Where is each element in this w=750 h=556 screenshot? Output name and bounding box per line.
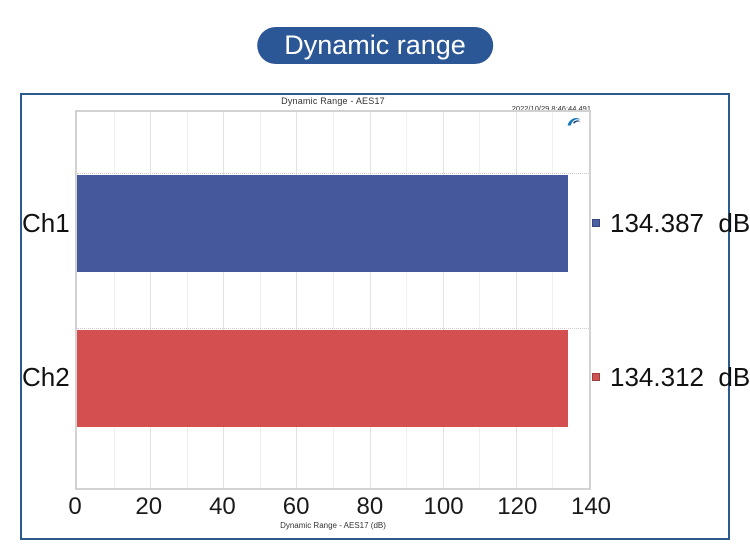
x-tick-label: 20	[135, 493, 163, 520]
gridline	[515, 112, 517, 488]
value-label-ch1: 134.387 dB	[610, 208, 750, 238]
gridline	[552, 112, 554, 488]
chart-frame: Dynamic Range - AES17 2022/10/29 8:46:44…	[20, 93, 750, 540]
timestamp: 2022/10/29 8:46:44.491	[75, 98, 591, 116]
bar-ch2	[77, 330, 569, 427]
category-label-ch2: Ch2	[22, 362, 70, 392]
x-tick-label: 0	[68, 493, 82, 520]
x-tick-label: 80	[356, 493, 384, 520]
value-label-ch2: 134.312 dB	[610, 362, 750, 392]
x-tick-label: 120	[497, 493, 538, 520]
bar-ch1	[77, 175, 569, 272]
gridline	[296, 112, 298, 488]
series-marker-ch2	[592, 373, 600, 381]
gridline	[113, 112, 115, 488]
x-tick-label: 60	[282, 493, 310, 520]
category-label-ch1: Ch1	[22, 208, 70, 238]
x-tick-label: 140	[570, 493, 612, 520]
chart-title: Dynamic Range - AES17	[281, 96, 385, 106]
gridline	[223, 112, 225, 488]
x-tick-label: 40	[209, 493, 236, 520]
x-axis: 0 20 40 60 80 100 120 140	[68, 493, 611, 522]
title-badge-label: Dynamic range	[284, 30, 466, 60]
audio-precision-logo-icon	[567, 117, 581, 126]
gridline	[150, 112, 152, 488]
dotted-gridline	[77, 173, 589, 174]
gridline	[442, 112, 444, 488]
gridline	[406, 112, 408, 488]
gridline	[369, 112, 371, 488]
series-marker-ch1	[592, 219, 600, 227]
gridline	[479, 112, 481, 488]
gridline	[259, 112, 261, 488]
title-badge: Dynamic range	[257, 27, 493, 64]
timestamp-text: 2022/10/29 8:46:44.491	[511, 104, 591, 115]
gridline	[186, 112, 188, 488]
x-tick-label: 100	[423, 493, 464, 520]
dotted-gridline	[77, 328, 589, 329]
plot-area	[75, 110, 591, 490]
gridline	[333, 112, 334, 488]
x-axis-title: Dynamic Range - AES17 (dB)	[280, 521, 386, 530]
